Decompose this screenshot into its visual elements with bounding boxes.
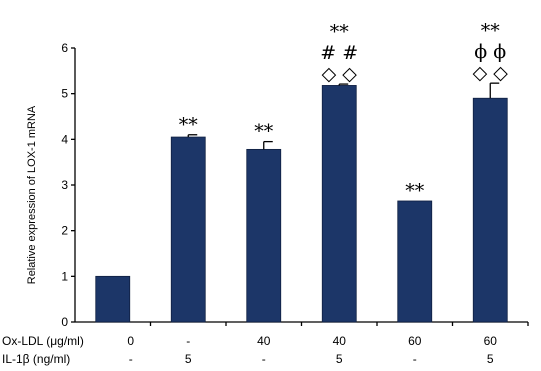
y-tick-label: 4 xyxy=(61,132,68,146)
condition-value: - xyxy=(186,334,190,348)
condition-value: 5 xyxy=(336,352,343,366)
condition-label: Ox-LDL (μg/ml) xyxy=(2,334,84,348)
significance-marker: ** xyxy=(254,121,274,143)
y-tick-label: 1 xyxy=(61,269,68,283)
condition-value: 40 xyxy=(333,334,347,348)
condition-label: IL-1β (ng/ml) xyxy=(2,352,70,366)
y-axis-label: Relative expression of LOX-1 mRNA xyxy=(26,105,38,284)
condition-value: 60 xyxy=(484,334,498,348)
condition-value: 0 xyxy=(127,334,134,348)
significance-marker: ** xyxy=(481,20,501,42)
y-tick-label: 0 xyxy=(61,315,68,329)
plot-area: 0 1 2 3 4 5 6 Relative expression of LOX-1 mRNA… xyxy=(2,20,529,366)
bar xyxy=(397,200,433,323)
significance-marker: ** xyxy=(330,21,350,43)
significance-marker: ϕ ϕ xyxy=(474,41,506,63)
y-tick-label: 2 xyxy=(61,224,68,238)
significance-marker: ** xyxy=(405,180,425,202)
condition-value: 5 xyxy=(487,352,494,366)
significance-marker: # # xyxy=(320,42,358,64)
y-tick-label: 3 xyxy=(61,178,68,192)
bar xyxy=(246,148,282,323)
significance-marker: ◇ ◇ xyxy=(473,62,509,84)
condition-value: - xyxy=(413,352,417,366)
bar xyxy=(472,97,508,323)
bar xyxy=(170,136,206,323)
bar xyxy=(321,85,357,323)
y-tick-label: 6 xyxy=(61,41,68,55)
condition-value: - xyxy=(262,352,266,366)
bar xyxy=(95,275,131,323)
condition-value: 60 xyxy=(408,334,422,348)
condition-value: 40 xyxy=(257,334,271,348)
significance-marker: ** xyxy=(179,114,199,136)
condition-value: 5 xyxy=(185,352,192,366)
y-tick-label: 5 xyxy=(61,87,68,101)
significance-marker: ◇ ◇ xyxy=(322,63,358,85)
condition-value: - xyxy=(129,352,133,366)
